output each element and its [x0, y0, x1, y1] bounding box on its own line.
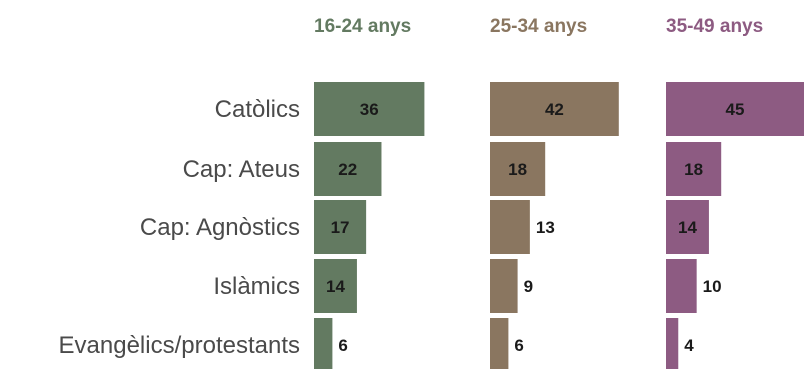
- bar: [666, 82, 804, 136]
- bar: [666, 142, 722, 196]
- bar: [666, 200, 709, 254]
- value-label: 14: [326, 277, 345, 296]
- bar: [666, 318, 679, 369]
- bar: [314, 318, 333, 369]
- value-label: 17: [331, 218, 350, 237]
- value-label: 22: [338, 160, 357, 179]
- series-title: 25-34 anys: [490, 16, 587, 37]
- bar: [314, 142, 382, 196]
- bar: [490, 142, 546, 196]
- bar: [314, 82, 425, 136]
- value-label: 10: [703, 277, 722, 296]
- value-label: 4: [684, 336, 694, 355]
- value-label: 13: [536, 218, 555, 237]
- value-label: 9: [524, 277, 533, 296]
- bar: [666, 259, 697, 313]
- value-label: 45: [726, 100, 745, 119]
- bar: [490, 259, 518, 313]
- category-label: Catòlics: [215, 96, 300, 123]
- value-label: 6: [338, 336, 347, 355]
- series-title: 35-49 anys: [666, 16, 763, 37]
- value-label: 42: [545, 100, 564, 119]
- category-label: Cap: Ateus: [183, 156, 300, 183]
- value-label: 36: [360, 100, 379, 119]
- bar: [490, 200, 530, 254]
- value-label: 18: [684, 160, 703, 179]
- value-label: 18: [508, 160, 527, 179]
- value-label: 14: [678, 218, 697, 237]
- bar: [490, 82, 619, 136]
- series-title: 16-24 anys: [314, 16, 411, 37]
- bar: [314, 200, 367, 254]
- value-label: 6: [514, 336, 523, 355]
- bar: [490, 318, 509, 369]
- category-label: Evangèlics/protestants: [59, 332, 300, 359]
- bar: [314, 259, 357, 313]
- category-label: Islàmics: [213, 273, 300, 300]
- category-label: Cap: Agnòstics: [140, 214, 300, 241]
